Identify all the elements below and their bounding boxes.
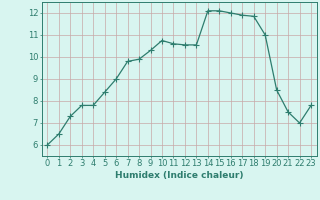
X-axis label: Humidex (Indice chaleur): Humidex (Indice chaleur) bbox=[115, 171, 244, 180]
